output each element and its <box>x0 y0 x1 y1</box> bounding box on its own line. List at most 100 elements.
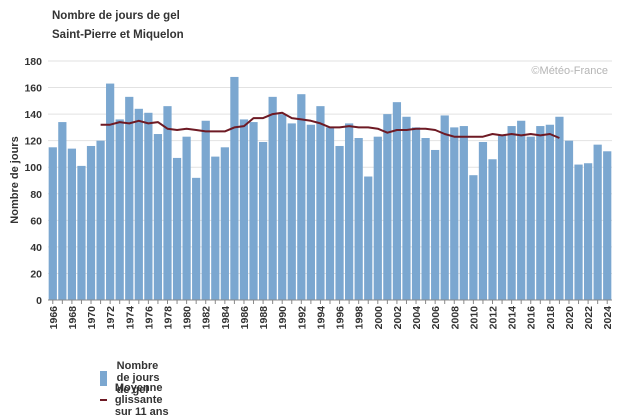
bar-1996 <box>335 145 344 300</box>
bar-1984 <box>220 147 229 300</box>
bar-1973 <box>115 119 124 300</box>
x-tick-label: 2022 <box>583 306 595 330</box>
bar-2007 <box>440 115 449 300</box>
x-tick-label: 1994 <box>315 306 327 330</box>
legend-swatch-bars <box>100 370 107 386</box>
bar-1969 <box>77 165 86 300</box>
x-tick-label: 1986 <box>239 306 251 330</box>
frost-days-chart: 0 20 40 60 80 100 120 140 160 180 1966 1968 1970 1972… <box>9 56 614 329</box>
bar-2023 <box>593 144 602 300</box>
x-tick-label: 1970 <box>86 306 98 330</box>
bar-1967 <box>58 122 67 300</box>
chart-subtitle: Saint-Pierre et Miquelon <box>52 29 184 41</box>
bar-1985 <box>230 76 239 300</box>
bar-1988 <box>258 141 268 300</box>
bar-2014 <box>507 126 516 300</box>
bar-1968 <box>67 148 77 300</box>
y-tick-label: 20 <box>30 268 42 280</box>
bar-2009 <box>459 126 468 300</box>
bar-1998 <box>354 138 363 300</box>
bar-2010 <box>469 175 478 300</box>
y-tick-label: 140 <box>24 109 42 121</box>
x-tick-label: 2008 <box>449 306 461 330</box>
bar-1982 <box>201 120 210 300</box>
chart-title: Nombre de jours de gel <box>52 10 180 22</box>
bar-1989 <box>268 96 277 300</box>
bar-2006 <box>431 149 440 300</box>
bar-2019 <box>555 116 564 301</box>
x-tick-label: 1978 <box>162 306 174 330</box>
x-tick-label: 2006 <box>430 306 442 330</box>
bar-2004 <box>411 127 421 300</box>
bar-2008 <box>450 127 459 300</box>
x-tick-label: 2010 <box>468 306 480 330</box>
x-tick-label: 1974 <box>124 306 136 330</box>
legend-item-line: Moyenne glissante sur 11 ans <box>100 382 174 418</box>
y-tick-label: 60 <box>30 215 42 227</box>
bar-1997 <box>345 123 354 301</box>
y-tick-label: 40 <box>30 242 42 254</box>
y-tick-label: 180 <box>24 56 42 68</box>
bar-1999 <box>364 176 373 300</box>
x-tick-label: 1966 <box>48 306 60 330</box>
bar-series <box>48 76 612 301</box>
x-tick-label: 1972 <box>105 306 117 330</box>
bar-2005 <box>421 138 430 300</box>
bar-1990 <box>278 114 287 300</box>
x-tick-label: 1996 <box>335 306 347 330</box>
legend-label-line: Moyenne glissante sur 11 ans <box>114 382 169 418</box>
bar-1971 <box>96 140 105 300</box>
bar-1992 <box>297 94 306 300</box>
x-tick-label: 2020 <box>564 306 576 330</box>
bar-2022 <box>583 163 593 300</box>
x-tick-label: 2012 <box>488 306 500 330</box>
bar-1979 <box>172 157 182 300</box>
x-tick-label: 1988 <box>258 306 270 330</box>
bar-2003 <box>402 116 411 301</box>
axes: 0 20 40 60 80 100 120 140 160 180 1966 1968 1970 1972… <box>24 56 614 329</box>
x-tick-label: 1992 <box>296 306 308 330</box>
x-tick-label: 2002 <box>392 306 404 330</box>
x-tick-label: 2014 <box>507 306 519 330</box>
bar-2001 <box>383 114 392 300</box>
bar-2015 <box>517 120 526 300</box>
bar-2000 <box>373 136 382 300</box>
credit-watermark: ©Météo-France <box>531 65 608 77</box>
bar-2013 <box>497 135 507 300</box>
bar-2021 <box>574 164 583 300</box>
bar-1980 <box>182 136 191 300</box>
bar-1986 <box>239 119 249 300</box>
y-tick-label: 0 <box>36 295 42 307</box>
x-tick-label: 1976 <box>143 306 155 330</box>
bar-2024 <box>603 151 612 300</box>
bar-1975 <box>134 108 143 300</box>
x-tick-label: 1982 <box>201 306 213 330</box>
line-series <box>100 111 560 139</box>
bar-1991 <box>287 123 296 301</box>
bar-1995 <box>325 127 335 300</box>
y-tick-label: 100 <box>24 162 42 174</box>
y-tick-label: 120 <box>24 136 42 148</box>
x-tick-label: 1998 <box>354 306 366 330</box>
moving-average-line <box>100 111 560 139</box>
x-tick-label: 1980 <box>182 306 194 330</box>
legend-label-bars: Nombre de jours de gel <box>116 360 160 396</box>
bar-2011 <box>478 141 488 300</box>
legend-swatch-line <box>100 399 107 401</box>
x-tick-label: 2018 <box>545 306 557 330</box>
x-tick-label: 2016 <box>526 306 538 330</box>
x-tick-label: 2000 <box>373 306 385 330</box>
y-axis-label: Nombre de jours <box>9 136 21 223</box>
y-tick-label: 160 <box>24 83 42 95</box>
bar-1972 <box>106 83 115 300</box>
bar-1970 <box>86 145 96 300</box>
bar-2012 <box>488 159 497 300</box>
bar-2020 <box>564 140 574 300</box>
bar-2018 <box>545 124 554 300</box>
bar-1976 <box>144 112 153 301</box>
bar-1978 <box>163 106 172 301</box>
bar-1993 <box>306 124 315 300</box>
bar-2017 <box>536 126 545 300</box>
bar-1981 <box>192 177 201 300</box>
y-tick-label: 80 <box>30 189 42 201</box>
